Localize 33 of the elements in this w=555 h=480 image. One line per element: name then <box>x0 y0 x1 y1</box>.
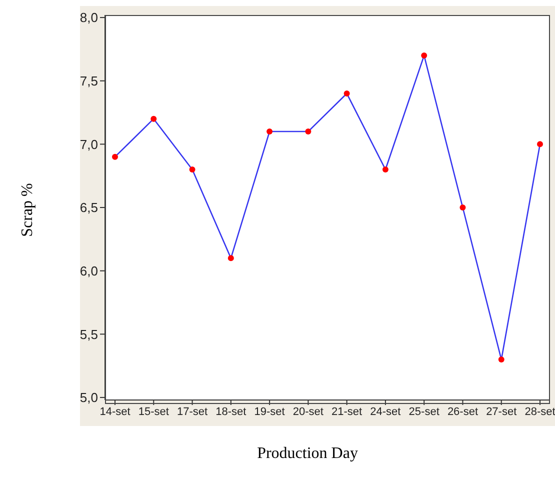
y-tick-label: 6,0 <box>80 263 98 278</box>
point <box>150 116 157 122</box>
x-tick-label: 15-set <box>138 406 169 418</box>
point <box>460 204 466 210</box>
x-tick-label: 27-set <box>486 406 517 418</box>
x-tick-label: 14-set <box>100 406 130 418</box>
point <box>112 154 118 160</box>
point <box>382 166 388 173</box>
point <box>266 128 273 135</box>
y-tick-label: 5,0 <box>80 390 98 406</box>
x-tick-label: 21-set <box>332 406 362 418</box>
y-tick-label: 8,0 <box>80 10 98 26</box>
y-tick-label: 5,5 <box>80 326 98 342</box>
point <box>228 255 234 262</box>
x-tick-label: 28-set <box>524 406 555 418</box>
x-tick-label: 18-set <box>216 406 246 418</box>
point <box>344 90 350 97</box>
x-tick-label: 20-set <box>292 406 324 418</box>
y-tick-label: 7,0 <box>80 136 98 152</box>
point <box>537 141 543 148</box>
point <box>421 52 428 59</box>
x-tick-label: 25-set <box>408 406 440 418</box>
point <box>305 128 312 135</box>
x-tick-label: 26-set <box>447 406 478 418</box>
y-tick-label: 7,5 <box>80 73 98 88</box>
point <box>189 166 196 173</box>
x-tick-label: 17-set <box>176 406 208 418</box>
x-tick-label: 19-set <box>254 406 285 418</box>
y-tick-label: 6,5 <box>80 200 98 216</box>
point <box>498 356 504 362</box>
y-axis-title: Scrap % <box>19 183 37 237</box>
x-tick-label: 24-set <box>370 406 401 418</box>
x-axis-title: Production Day <box>256 445 359 463</box>
